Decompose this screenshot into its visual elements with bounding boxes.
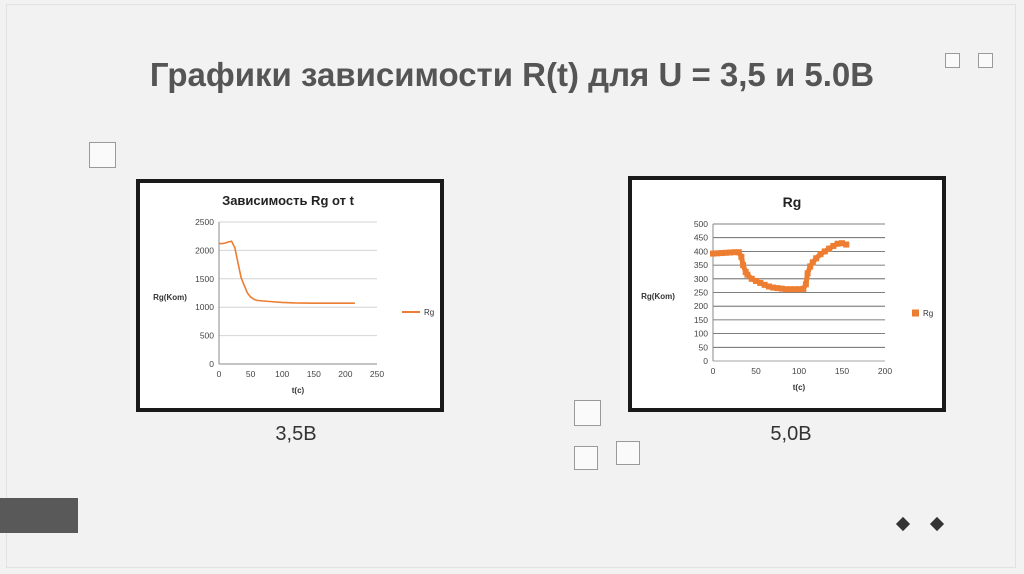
caption-right: 5,0В	[770, 423, 812, 445]
data-point	[778, 285, 785, 292]
deco-square	[574, 446, 598, 470]
data-point	[735, 249, 742, 256]
data-point	[718, 250, 725, 257]
x-tick-label: 250	[370, 369, 384, 379]
y-axis-label: Rg(Kom)	[153, 293, 187, 302]
data-point	[834, 240, 841, 247]
data-point	[748, 275, 755, 282]
data-point	[744, 271, 751, 278]
data-point	[809, 259, 816, 266]
data-point	[813, 255, 820, 262]
y-tick-label: 500	[694, 219, 708, 229]
caption-left: 3,5В	[275, 423, 317, 445]
legend-marker	[912, 309, 919, 317]
data-point	[821, 248, 828, 255]
data-point	[807, 263, 814, 270]
chart-title: Зависимость Rg от t	[222, 193, 355, 208]
data-point	[740, 262, 747, 269]
x-tick-label: 0	[711, 366, 716, 376]
y-tick-label: 100	[694, 329, 708, 339]
x-tick-label: 100	[792, 366, 806, 376]
y-tick-label: 450	[694, 233, 708, 243]
data-point	[783, 286, 790, 293]
data-point	[791, 286, 798, 293]
x-tick-label: 50	[246, 369, 256, 379]
series-line-rg	[219, 240, 355, 304]
data-point	[830, 242, 837, 249]
x-tick-label: 200	[338, 369, 352, 379]
data-point	[761, 281, 768, 288]
y-tick-label: 0	[703, 356, 708, 366]
deco-square	[945, 53, 960, 68]
y-tick-label: 1000	[195, 302, 214, 312]
x-tick-label: 100	[275, 369, 289, 379]
x-tick-label: 150	[307, 369, 321, 379]
data-point	[817, 251, 824, 258]
data-point	[757, 279, 764, 286]
data-point	[800, 285, 807, 292]
accent-bar	[0, 498, 78, 533]
deco-square	[574, 400, 601, 426]
data-point	[753, 277, 759, 284]
chart-left: Зависимость Rg от t 0 500 1000 1500 2000 2500 0…	[153, 193, 434, 395]
x-tick-label: 200	[878, 366, 892, 376]
chart-right: Rg 0 50 100 150 200 250 300 350 400 450 500 0 50 100 15…	[641, 194, 933, 392]
x-tick-label: 50	[751, 366, 761, 376]
y-tick-label: 350	[694, 260, 708, 270]
y-axis-label: Rg(Kom)	[641, 292, 675, 301]
data-point	[710, 250, 716, 257]
chart-title: Rg	[783, 194, 802, 210]
x-axis-label: t(c)	[292, 386, 305, 395]
y-tick-label: 1500	[195, 274, 214, 284]
data-point	[826, 245, 833, 252]
deco-square	[89, 142, 116, 168]
data-point	[774, 285, 781, 292]
y-tick-label: 2000	[195, 245, 214, 255]
chart-left-frame: Зависимость Rg от t 0 500 1000 1500 2000 2500 0…	[136, 179, 444, 412]
y-tick-label: 50	[699, 342, 709, 352]
data-point	[843, 241, 850, 248]
data-point	[796, 286, 802, 293]
data-point	[722, 249, 729, 256]
chart-right-frame: Rg 0 50 100 150 200 250 300 350 400 450 500 0 50 100 15…	[628, 176, 946, 412]
x-axis-label: t(c)	[793, 383, 806, 392]
data-point	[802, 281, 809, 288]
y-tick-label: 250	[694, 288, 708, 298]
data-point	[770, 284, 777, 291]
x-tick-label: 0	[217, 369, 222, 379]
data-point	[787, 286, 794, 293]
deco-square	[978, 53, 993, 68]
y-tick-label: 500	[200, 331, 214, 341]
y-tick-label: 0	[209, 359, 214, 369]
data-point	[738, 253, 745, 260]
x-tick-label: 150	[835, 366, 849, 376]
data-point	[765, 283, 772, 290]
legend-label: Rg	[424, 308, 434, 317]
slide-title: Графики зависимости R(t) для U = 3,5 и 5…	[149, 56, 875, 93]
data-point	[731, 249, 738, 256]
legend-label: Rg	[923, 309, 933, 318]
data-point	[727, 249, 734, 256]
y-tick-label: 2500	[195, 217, 214, 227]
data-point	[714, 250, 721, 257]
y-tick-label: 200	[694, 301, 708, 311]
y-tick-label: 400	[694, 246, 708, 256]
data-point	[839, 240, 845, 247]
data-point	[804, 270, 811, 277]
y-tick-label: 150	[694, 315, 708, 325]
deco-square	[616, 441, 640, 465]
y-tick-label: 300	[694, 274, 708, 284]
